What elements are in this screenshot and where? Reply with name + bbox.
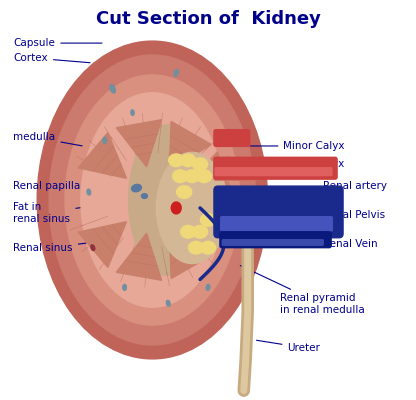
Ellipse shape: [65, 75, 240, 325]
FancyBboxPatch shape: [214, 130, 250, 146]
Text: Minor Calyx: Minor Calyx: [250, 141, 345, 151]
Ellipse shape: [87, 189, 91, 195]
Ellipse shape: [37, 41, 267, 359]
Ellipse shape: [173, 170, 188, 182]
Ellipse shape: [49, 55, 256, 345]
Ellipse shape: [188, 241, 203, 254]
FancyBboxPatch shape: [214, 186, 343, 238]
FancyBboxPatch shape: [222, 240, 323, 245]
Ellipse shape: [81, 93, 224, 307]
Ellipse shape: [201, 214, 215, 226]
Ellipse shape: [181, 226, 196, 238]
Ellipse shape: [110, 84, 115, 93]
Ellipse shape: [171, 202, 181, 214]
Ellipse shape: [131, 110, 134, 115]
Ellipse shape: [129, 124, 208, 276]
Polygon shape: [116, 120, 162, 167]
Ellipse shape: [193, 226, 208, 238]
FancyBboxPatch shape: [214, 157, 337, 179]
Text: Fat in
renal sinus: Fat in renal sinus: [13, 202, 122, 224]
Ellipse shape: [193, 158, 208, 171]
Text: Renal pyramid
in renal medulla: Renal pyramid in renal medulla: [240, 266, 364, 315]
Text: Renal Vein: Renal Vein: [310, 237, 378, 249]
Text: Renal artery: Renal artery: [310, 171, 387, 191]
FancyBboxPatch shape: [215, 168, 332, 176]
Polygon shape: [78, 132, 126, 178]
Ellipse shape: [181, 154, 196, 167]
Text: Capsule: Capsule: [13, 38, 102, 48]
Ellipse shape: [166, 300, 170, 306]
Text: Ureter: Ureter: [256, 340, 320, 353]
Polygon shape: [169, 229, 211, 279]
Text: medulla: medulla: [13, 132, 82, 146]
Polygon shape: [184, 205, 233, 248]
Text: Cortex: Cortex: [13, 53, 90, 63]
Text: Cut Section of  Kidney: Cut Section of Kidney: [96, 10, 320, 28]
Polygon shape: [78, 222, 126, 268]
Ellipse shape: [177, 186, 192, 198]
Ellipse shape: [206, 284, 210, 290]
Ellipse shape: [141, 194, 147, 198]
Polygon shape: [169, 121, 211, 171]
Ellipse shape: [201, 241, 215, 254]
FancyBboxPatch shape: [214, 160, 258, 180]
Ellipse shape: [168, 154, 184, 167]
Ellipse shape: [123, 284, 126, 290]
Text: Renal sinus: Renal sinus: [13, 238, 124, 254]
Ellipse shape: [185, 170, 200, 182]
Ellipse shape: [174, 69, 178, 76]
Ellipse shape: [156, 152, 228, 264]
Ellipse shape: [196, 170, 212, 182]
Ellipse shape: [131, 184, 141, 192]
Polygon shape: [116, 233, 162, 280]
FancyBboxPatch shape: [220, 232, 331, 248]
Polygon shape: [184, 152, 233, 195]
Ellipse shape: [91, 245, 95, 250]
Ellipse shape: [103, 137, 106, 144]
Text: Renal Pelvis: Renal Pelvis: [310, 208, 385, 220]
Text: Major Calyx: Major Calyx: [258, 159, 345, 169]
Text: Renal papilla: Renal papilla: [13, 181, 96, 191]
FancyBboxPatch shape: [221, 217, 332, 231]
